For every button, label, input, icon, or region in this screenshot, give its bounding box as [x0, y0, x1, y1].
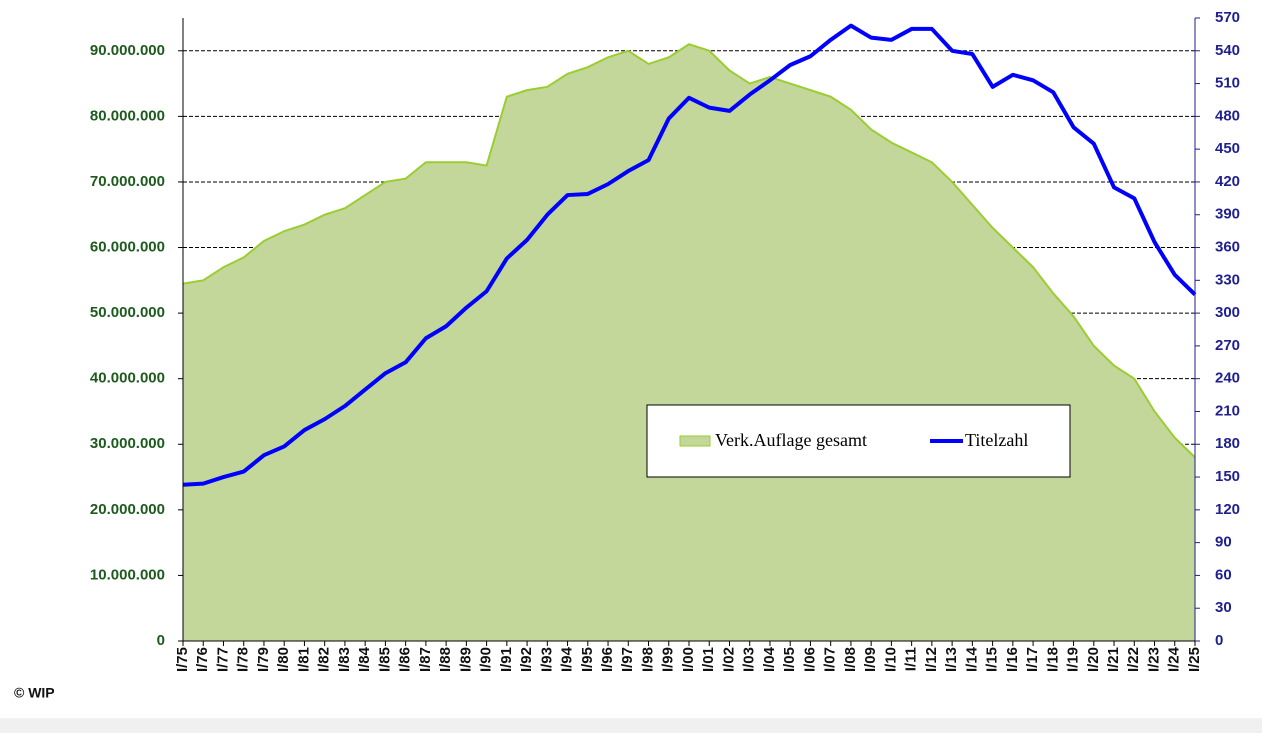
x-tick-label: I/02: [720, 647, 737, 672]
x-tick-label: I/24: [1166, 646, 1183, 672]
copyright: © WIP: [14, 685, 55, 701]
y2-tick-label: 420: [1215, 173, 1240, 190]
y2-tick-label: 330: [1215, 271, 1240, 288]
x-tick-label: I/16: [1004, 647, 1021, 672]
x-tick-label: I/07: [822, 647, 839, 672]
x-tick-label: I/90: [478, 647, 495, 672]
x-tick-label: I/19: [1065, 647, 1082, 672]
x-tick-label: I/98: [639, 647, 656, 672]
y-tick-label: 40.000.000: [90, 370, 165, 387]
x-tick-label: I/12: [923, 647, 940, 672]
x-tick-label: I/85: [376, 647, 393, 672]
x-tick-label: I/83: [336, 647, 353, 672]
x-tick-label: I/03: [741, 647, 758, 672]
x-tick-label: I/14: [963, 646, 980, 672]
y2-tick-label: 300: [1215, 304, 1240, 321]
x-tick-label: I/21: [1105, 647, 1122, 672]
x-tick-label: I/97: [619, 647, 636, 672]
x-tick-label: I/93: [538, 647, 555, 672]
x-tick-label: I/76: [194, 647, 211, 672]
x-tick-label: I/80: [275, 647, 292, 672]
y2-tick-label: 390: [1215, 206, 1240, 223]
x-tick-label: I/23: [1145, 647, 1162, 672]
area: [183, 44, 1195, 642]
y2-tick-label: 210: [1215, 402, 1240, 419]
y2-tick-label: 360: [1215, 238, 1240, 255]
x-tick-label: I/15: [984, 647, 1001, 672]
x-tick-label: I/95: [579, 647, 596, 672]
x-tick-label: I/96: [599, 647, 616, 672]
y2-tick-label: 90: [1215, 534, 1232, 551]
y-tick-label: 0: [157, 632, 165, 649]
x-tick-label: I/84: [356, 646, 373, 672]
legend-box: [646, 404, 1071, 478]
legend-label: Titelzahl: [965, 430, 1028, 450]
x-tick-label: I/06: [801, 647, 818, 672]
y-tick-label: 60.000.000: [90, 238, 165, 255]
y2-tick-label: 570: [1215, 9, 1240, 26]
y2-tick-label: 180: [1215, 435, 1240, 452]
x-tick-label: I/81: [295, 647, 312, 672]
x-tick-label: I/87: [417, 647, 434, 672]
x-tick-label: I/18: [1044, 647, 1061, 672]
y-tick-label: 20.000.000: [90, 501, 165, 518]
x-tick-label: I/75: [174, 647, 191, 672]
y-tick-label: 70.000.000: [90, 173, 165, 190]
bottom-strip: [0, 718, 1262, 733]
y-tick-label: 30.000.000: [90, 435, 165, 452]
y-tick-label: 90.000.000: [90, 42, 165, 59]
y2-tick-label: 150: [1215, 468, 1240, 485]
x-tick-label: I/05: [781, 647, 798, 672]
y2-tick-label: 510: [1215, 75, 1240, 92]
legend-label: Verk.Auflage gesamt: [715, 430, 867, 450]
y2-tick-label: 240: [1215, 370, 1240, 387]
x-tick-label: I/89: [457, 647, 474, 672]
y2-tick-label: 450: [1215, 140, 1240, 157]
x-tick-label: I/01: [700, 647, 717, 672]
y-tick-label: 10.000.000: [90, 566, 165, 583]
x-tick-label: I/00: [680, 647, 697, 672]
x-tick-label: I/13: [943, 647, 960, 672]
x-tick-label: I/20: [1085, 647, 1102, 672]
area-outline: [182, 43, 1196, 459]
y2-tick-label: 120: [1215, 501, 1240, 518]
x-tick-label: I/99: [660, 647, 677, 672]
x-tick-label: I/94: [559, 646, 576, 672]
y2-tick-label: 0: [1215, 632, 1223, 649]
legend-swatch: [679, 435, 711, 447]
y2-tick-label: 60: [1215, 566, 1232, 583]
x-tick-label: I/10: [882, 647, 899, 672]
y-tick-label: 50.000.000: [90, 304, 165, 321]
y2-tick-label: 30: [1215, 599, 1232, 616]
x-tick-label: I/08: [842, 647, 859, 672]
x-tick-label: I/25: [1186, 647, 1203, 672]
x-tick-label: I/86: [397, 647, 414, 672]
x-tick-label: I/92: [518, 647, 535, 672]
y2-tick-label: 480: [1215, 107, 1240, 124]
y2-tick-label: 270: [1215, 337, 1240, 354]
line: [182, 23, 1197, 487]
x-tick-label: I/04: [761, 646, 778, 672]
y-tick-label: 80.000.000: [90, 107, 165, 124]
x-tick-label: I/91: [498, 647, 515, 672]
x-tick-label: I/82: [316, 647, 333, 672]
x-tick-label: I/79: [255, 647, 272, 672]
y2-tick-label: 540: [1215, 42, 1240, 59]
x-tick-label: I/11: [903, 647, 920, 671]
x-tick-label: I/78: [235, 647, 252, 672]
x-tick-label: I/17: [1024, 647, 1041, 672]
x-tick-label: I/22: [1125, 647, 1142, 672]
x-tick-label: I/09: [862, 647, 879, 672]
x-tick-label: I/77: [214, 647, 231, 672]
x-tick-label: I/88: [437, 647, 454, 672]
